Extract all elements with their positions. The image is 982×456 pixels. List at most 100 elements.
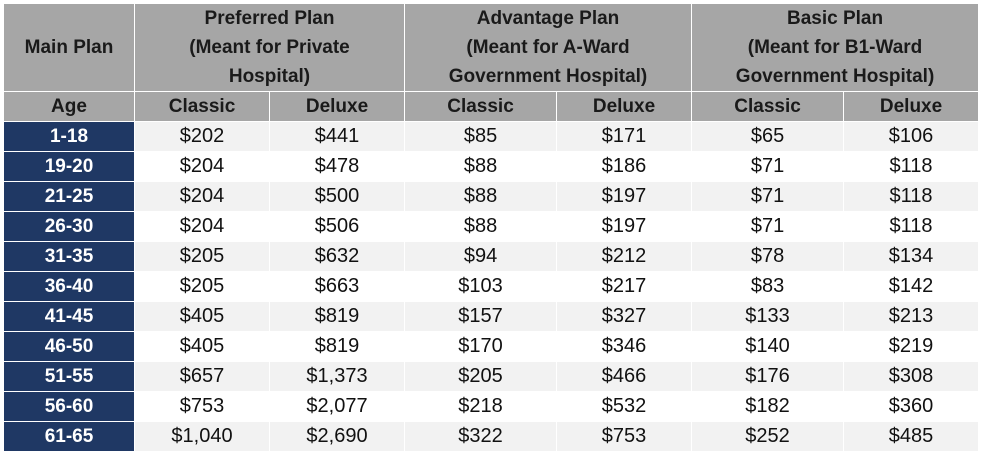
price-cell: $506 xyxy=(268,211,406,242)
price-cell: $485 xyxy=(843,421,980,452)
price-cell: $71 xyxy=(691,211,845,242)
price-cell: $71 xyxy=(691,181,845,212)
price-cell: $204 xyxy=(134,211,270,242)
age-cell: 51-55 xyxy=(3,361,135,392)
price-cell: $140 xyxy=(691,331,845,362)
plan-name: Basic Plan xyxy=(786,8,884,29)
plan-name: Preferred Plan xyxy=(204,8,335,29)
price-cell: $2,077 xyxy=(268,391,406,422)
price-cell: $500 xyxy=(268,181,406,212)
price-cell: $2,690 xyxy=(268,421,406,452)
price-cell: $197 xyxy=(556,181,693,212)
price-cell: $405 xyxy=(134,331,270,362)
plan-note: (Meant for B1-Ward xyxy=(747,37,923,58)
column-header: Classic xyxy=(691,91,845,122)
table-body: 1-18 $202 $441 $85 $171 $65 $106 19-20 $204 $478 $… xyxy=(3,121,980,452)
table-row: 26-30 $204 $506 $88 $197 $71 $118 xyxy=(3,211,980,242)
age-cell: 61-65 xyxy=(3,421,135,452)
price-cell: $88 xyxy=(404,211,558,242)
preferred-plan-header: Preferred Plan (Meant for Private Hospit… xyxy=(133,3,406,92)
price-cell: $360 xyxy=(843,391,980,422)
table-row: 61-65 $1,040 $2,690 $322 $753 $252 $485 xyxy=(3,421,980,452)
advantage-plan-header: Advantage Plan (Meant for A-Ward Governm… xyxy=(404,3,693,92)
age-header: Age xyxy=(3,91,135,122)
price-cell: $88 xyxy=(404,151,558,182)
basic-plan-header: Basic Plan (Meant for B1-Ward Government… xyxy=(691,3,980,92)
table-row: 21-25 $204 $500 $88 $197 $71 $118 xyxy=(3,181,980,212)
price-cell: $663 xyxy=(268,271,406,302)
price-cell: $157 xyxy=(404,301,558,332)
table-row: 19-20 $204 $478 $88 $186 $71 $118 xyxy=(3,151,980,182)
price-cell: $308 xyxy=(843,361,980,392)
price-cell: $176 xyxy=(691,361,845,392)
sub-header-row: Age Classic Deluxe Classic Deluxe Classi… xyxy=(3,91,980,122)
plan-note: Government Hospital) xyxy=(448,66,648,87)
price-cell: $118 xyxy=(843,181,980,212)
premium-table: Main Plan Preferred Plan (Meant for Priv… xyxy=(3,3,980,452)
plan-header-row: Main Plan Preferred Plan (Meant for Priv… xyxy=(3,3,980,92)
price-cell: $186 xyxy=(556,151,693,182)
price-cell: $205 xyxy=(404,361,558,392)
price-cell: $212 xyxy=(556,241,693,272)
plan-note: (Meant for Private xyxy=(189,37,350,58)
price-cell: $65 xyxy=(691,121,845,152)
price-cell: $322 xyxy=(404,421,558,452)
table-row: 56-60 $753 $2,077 $218 $532 $182 $360 xyxy=(3,391,980,422)
price-cell: $103 xyxy=(404,271,558,302)
table-row: 1-18 $202 $441 $85 $171 $65 $106 xyxy=(3,121,980,152)
age-cell: 21-25 xyxy=(3,181,135,212)
price-cell: $170 xyxy=(404,331,558,362)
price-cell: $202 xyxy=(134,121,270,152)
price-cell: $83 xyxy=(691,271,845,302)
price-cell: $532 xyxy=(556,391,693,422)
price-cell: $819 xyxy=(268,301,406,332)
price-cell: $466 xyxy=(556,361,693,392)
price-cell: $213 xyxy=(843,301,980,332)
price-cell: $182 xyxy=(691,391,845,422)
price-cell: $205 xyxy=(134,271,270,302)
price-cell: $106 xyxy=(843,121,980,152)
table-row: 46-50 $405 $819 $170 $346 $140 $219 xyxy=(3,331,980,362)
price-cell: $219 xyxy=(843,331,980,362)
price-cell: $71 xyxy=(691,151,845,182)
price-cell: $88 xyxy=(404,181,558,212)
table-header: Main Plan Preferred Plan (Meant for Priv… xyxy=(3,3,980,122)
main-plan-header: Main Plan xyxy=(3,3,135,92)
column-header: Deluxe xyxy=(843,91,980,122)
price-cell: $217 xyxy=(556,271,693,302)
price-cell: $1,373 xyxy=(268,361,406,392)
age-cell: 56-60 xyxy=(3,391,135,422)
price-cell: $204 xyxy=(134,151,270,182)
plan-name: Advantage Plan xyxy=(476,8,620,29)
price-cell: $441 xyxy=(268,121,406,152)
age-cell: 46-50 xyxy=(3,331,135,362)
price-cell: $204 xyxy=(134,181,270,212)
age-cell: 26-30 xyxy=(3,211,135,242)
price-cell: $171 xyxy=(556,121,693,152)
price-cell: $78 xyxy=(691,241,845,272)
price-cell: $346 xyxy=(556,331,693,362)
column-header: Classic xyxy=(404,91,558,122)
plan-note: (Meant for A-Ward xyxy=(466,37,630,58)
column-header: Deluxe xyxy=(556,91,693,122)
price-cell: $753 xyxy=(134,391,270,422)
price-cell: $1,040 xyxy=(134,421,270,452)
price-cell: $327 xyxy=(556,301,693,332)
price-cell: $218 xyxy=(404,391,558,422)
price-cell: $133 xyxy=(691,301,845,332)
column-header: Deluxe xyxy=(268,91,406,122)
age-cell: 36-40 xyxy=(3,271,135,302)
column-header: Classic xyxy=(134,91,270,122)
price-cell: $405 xyxy=(134,301,270,332)
age-cell: 31-35 xyxy=(3,241,135,272)
table-row: 41-45 $405 $819 $157 $327 $133 $213 xyxy=(3,301,980,332)
table-row: 36-40 $205 $663 $103 $217 $83 $142 xyxy=(3,271,980,302)
age-cell: 41-45 xyxy=(3,301,135,332)
price-cell: $753 xyxy=(556,421,693,452)
price-cell: $118 xyxy=(843,211,980,242)
price-cell: $134 xyxy=(843,241,980,272)
price-cell: $205 xyxy=(134,241,270,272)
table-row: 51-55 $657 $1,373 $205 $466 $176 $308 xyxy=(3,361,980,392)
price-cell: $252 xyxy=(691,421,845,452)
price-cell: $197 xyxy=(556,211,693,242)
